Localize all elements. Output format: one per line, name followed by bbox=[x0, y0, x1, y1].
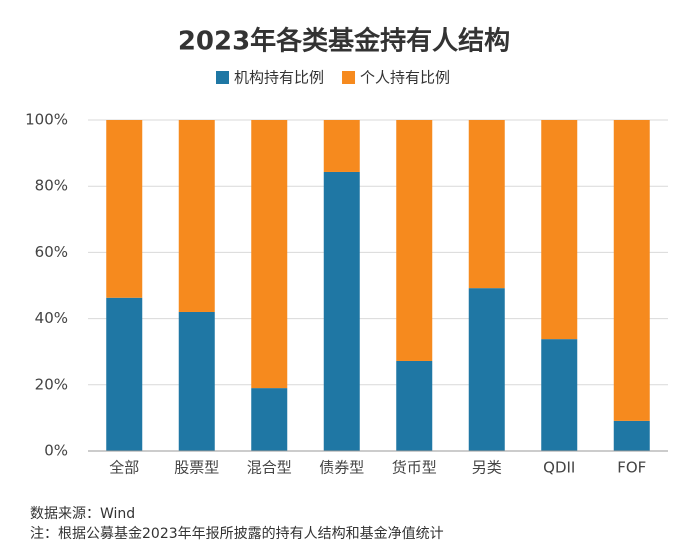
bar-segment bbox=[106, 120, 143, 298]
bar-segment bbox=[251, 388, 288, 451]
bar-segment bbox=[613, 120, 650, 421]
bar-segment bbox=[468, 120, 505, 289]
legend-label: 个人持有比例 bbox=[360, 69, 450, 87]
bar-segment bbox=[178, 120, 215, 312]
bar-segment bbox=[613, 420, 650, 451]
y-tick-label: 0% bbox=[44, 442, 68, 460]
bar-segment bbox=[468, 288, 505, 451]
x-tick-label: 货币型 bbox=[392, 459, 437, 477]
bar-segment bbox=[396, 120, 433, 361]
y-tick-label: 100% bbox=[25, 111, 68, 129]
legend-swatch bbox=[216, 71, 229, 84]
y-tick-label: 20% bbox=[35, 375, 68, 393]
x-tick-label: 混合型 bbox=[247, 459, 292, 477]
bar-segment bbox=[396, 360, 433, 451]
legend-swatch bbox=[342, 71, 356, 84]
legend-label: 机构持有比例 bbox=[234, 69, 324, 87]
bar-segment bbox=[541, 339, 578, 451]
bar-segment bbox=[323, 171, 360, 452]
bar-segment bbox=[106, 297, 143, 451]
y-tick-label: 60% bbox=[35, 243, 68, 261]
x-tick-label: FOF bbox=[617, 459, 646, 477]
y-tick-label: 80% bbox=[35, 177, 68, 195]
chart-title: 2023年各类基金持有人结构 bbox=[178, 26, 510, 57]
bar-segment bbox=[541, 120, 578, 340]
x-tick-label: 全部 bbox=[109, 459, 139, 477]
x-tick-label: 另类 bbox=[472, 459, 502, 477]
bar-segment bbox=[251, 120, 288, 389]
footnote: 注：根据公募基金2023年年报所披露的持有人结构和基金净值统计 bbox=[30, 525, 444, 542]
source-note: 数据来源：Wind bbox=[30, 506, 135, 522]
y-tick-label: 40% bbox=[35, 309, 68, 327]
x-tick-label: QDII bbox=[543, 459, 575, 477]
bar-segment bbox=[323, 120, 360, 172]
x-tick-label: 债券型 bbox=[319, 459, 364, 477]
x-tick-label: 股票型 bbox=[174, 459, 219, 477]
bar-segment bbox=[178, 311, 215, 451]
